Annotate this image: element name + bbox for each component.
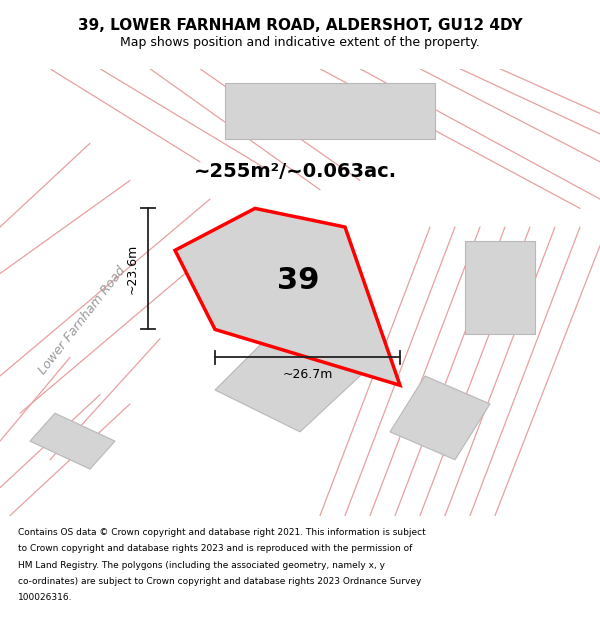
Polygon shape (30, 413, 115, 469)
Text: 39: 39 (277, 266, 319, 294)
Text: Map shows position and indicative extent of the property.: Map shows position and indicative extent… (120, 36, 480, 49)
Text: Lower Farnham Road: Lower Farnham Road (36, 264, 128, 376)
Text: Contains OS data © Crown copyright and database right 2021. This information is : Contains OS data © Crown copyright and d… (18, 528, 426, 537)
Polygon shape (225, 82, 435, 139)
Text: HM Land Registry. The polygons (including the associated geometry, namely x, y: HM Land Registry. The polygons (includin… (18, 561, 385, 569)
Polygon shape (175, 208, 400, 385)
Text: ~23.6m: ~23.6m (125, 244, 139, 294)
Text: ~26.7m: ~26.7m (283, 368, 332, 381)
Text: co-ordinates) are subject to Crown copyright and database rights 2023 Ordnance S: co-ordinates) are subject to Crown copyr… (18, 577, 421, 586)
Text: 100026316.: 100026316. (18, 593, 73, 602)
Polygon shape (215, 316, 375, 432)
Text: ~255m²/~0.063ac.: ~255m²/~0.063ac. (193, 162, 397, 181)
Text: 39, LOWER FARNHAM ROAD, ALDERSHOT, GU12 4DY: 39, LOWER FARNHAM ROAD, ALDERSHOT, GU12 … (77, 18, 523, 32)
Text: to Crown copyright and database rights 2023 and is reproduced with the permissio: to Crown copyright and database rights 2… (18, 544, 412, 553)
Polygon shape (390, 376, 490, 460)
Polygon shape (465, 241, 535, 334)
